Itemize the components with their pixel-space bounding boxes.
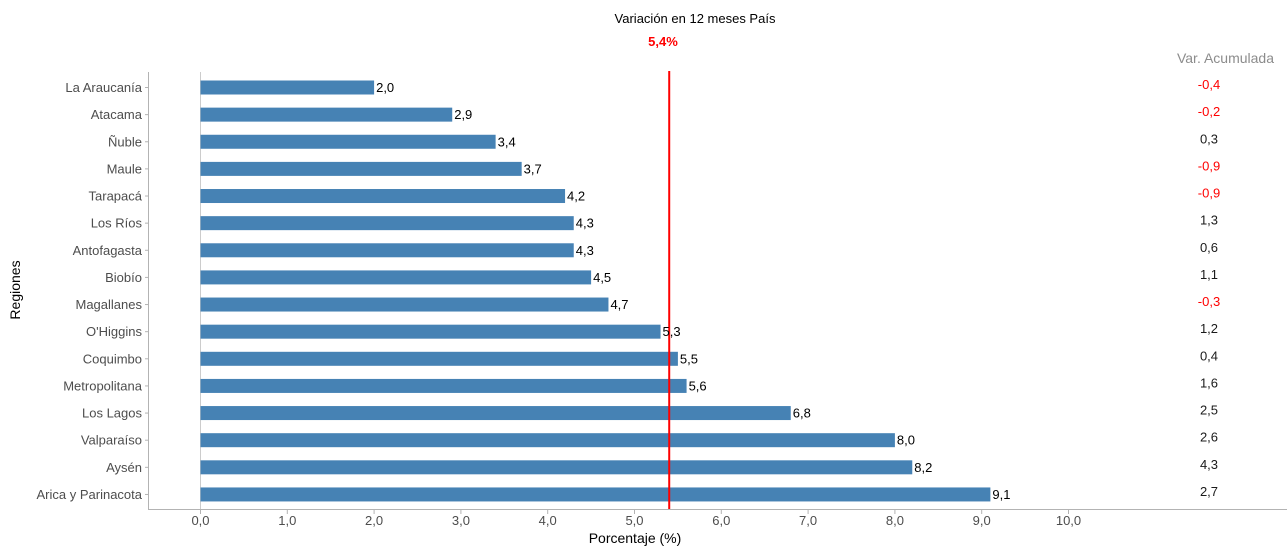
bar <box>200 107 453 122</box>
var-acumulada-value: 2,6 <box>1200 430 1218 445</box>
bar <box>200 433 895 448</box>
var-acumulada-value: -0,9 <box>1198 186 1220 201</box>
bar-value-label: 4,2 <box>567 189 585 204</box>
category-label: Coquimbo <box>83 351 142 366</box>
bar <box>200 487 991 502</box>
var-acumulada-value: -0,3 <box>1198 294 1220 309</box>
bar-value-label: 8,2 <box>914 460 932 475</box>
bar-value-label: 4,3 <box>576 243 594 258</box>
bar-value-label: 3,7 <box>524 161 542 176</box>
x-ticks-layer: 0,0 1,0 2,0 3,0 4,0 5,0 6,0 7,0 8,0 9,0 10,0 <box>191 510 1081 528</box>
bar-value-label: 4,5 <box>593 270 611 285</box>
bar-value-label: 4,7 <box>610 297 628 312</box>
bar <box>200 161 522 176</box>
var-acumulada-value: 0,6 <box>1200 240 1218 255</box>
category-label: La Araucanía <box>65 80 142 95</box>
bar <box>200 134 496 149</box>
category-labels-layer: La Araucanía Atacama Ñuble Maule Tarapacá Los… <box>37 80 148 502</box>
bar-value-label: 5,3 <box>663 324 681 339</box>
x-tick-label: 0,0 <box>191 513 209 528</box>
bar <box>200 324 661 339</box>
y-axis-label: Regiones <box>7 260 23 319</box>
x-tick-label: 7,0 <box>799 513 817 528</box>
var-acumulada-value: -0,9 <box>1198 158 1220 173</box>
bar <box>200 351 678 366</box>
bar <box>200 297 609 312</box>
category-label: Aysén <box>106 460 142 475</box>
bar <box>200 406 791 421</box>
bar-value-label: 8,0 <box>897 433 915 448</box>
x-tick-label: 2,0 <box>365 513 383 528</box>
bar <box>200 80 375 95</box>
var-acumulada-value: 1,3 <box>1200 213 1218 228</box>
value-labels-layer: 2,0 2,9 3,4 3,7 4,2 4,3 4,3 4,5 4,7 5,3 5,5 5,6 6,8 8… <box>376 80 1010 502</box>
bar <box>200 378 687 393</box>
category-label: Valparaíso <box>81 433 142 448</box>
var-acumulada-layer: -0,4 -0,2 0,3 -0,9 -0,9 1,3 0,6 1,1 -0,3 1,2 0,4 1,… <box>1198 77 1220 499</box>
bars-layer <box>200 80 991 502</box>
bar-value-label: 3,4 <box>498 134 516 149</box>
chart-title: Variación en 12 meses País <box>615 11 776 26</box>
var-acumulada-value: 0,3 <box>1200 131 1218 146</box>
bar <box>200 216 574 231</box>
x-tick-label: 3,0 <box>452 513 470 528</box>
bar <box>200 270 592 285</box>
bar <box>200 243 574 258</box>
var-acumulada-value: 2,5 <box>1200 403 1218 418</box>
var-acumulada-value: 1,6 <box>1200 375 1218 390</box>
category-label: Maule <box>107 161 142 176</box>
var-acumulada-value: 1,1 <box>1200 267 1218 282</box>
x-axis-label: Porcentaje (%) <box>589 530 682 546</box>
bar-value-label: 9,1 <box>992 487 1010 502</box>
category-label: Antofagasta <box>73 243 143 258</box>
category-label: Ñuble <box>108 134 142 149</box>
bar-value-label: 4,3 <box>576 216 594 231</box>
x-tick-label: 1,0 <box>278 513 296 528</box>
category-label: Metropolitana <box>63 378 143 393</box>
side-column-title: Var. Acumulada <box>1177 50 1274 66</box>
category-label: Los Ríos <box>91 216 143 231</box>
category-label: Atacama <box>91 107 143 122</box>
x-tick-label: 6,0 <box>712 513 730 528</box>
var-acumulada-value: 0,4 <box>1200 348 1218 363</box>
category-label: Magallanes <box>76 297 143 312</box>
x-tick-label: 10,0 <box>1056 513 1081 528</box>
category-label: Arica y Parinacota <box>37 487 143 502</box>
x-tick-label: 5,0 <box>625 513 643 528</box>
var-acumulada-value: -0,4 <box>1198 77 1220 92</box>
bar-value-label: 2,0 <box>376 80 394 95</box>
category-label: Los Lagos <box>82 406 142 421</box>
bar-value-label: 2,9 <box>454 107 472 122</box>
x-tick-label: 8,0 <box>886 513 904 528</box>
bar-value-label: 5,6 <box>689 378 707 393</box>
x-tick-label: 9,0 <box>973 513 991 528</box>
bar-value-label: 6,8 <box>793 406 811 421</box>
var-acumulada-value: -0,2 <box>1198 104 1220 119</box>
chart-subtitle: 5,4% <box>648 34 678 49</box>
category-label: O'Higgins <box>86 324 142 339</box>
category-label: Biobío <box>105 270 142 285</box>
x-tick-label: 4,0 <box>539 513 557 528</box>
bar <box>200 460 913 475</box>
bar-value-label: 5,5 <box>680 351 698 366</box>
var-acumulada-value: 2,7 <box>1200 484 1218 499</box>
bar <box>200 189 566 204</box>
var-acumulada-value: 4,3 <box>1200 457 1218 472</box>
var-acumulada-value: 1,2 <box>1200 321 1218 336</box>
category-label: Tarapacá <box>89 189 143 204</box>
